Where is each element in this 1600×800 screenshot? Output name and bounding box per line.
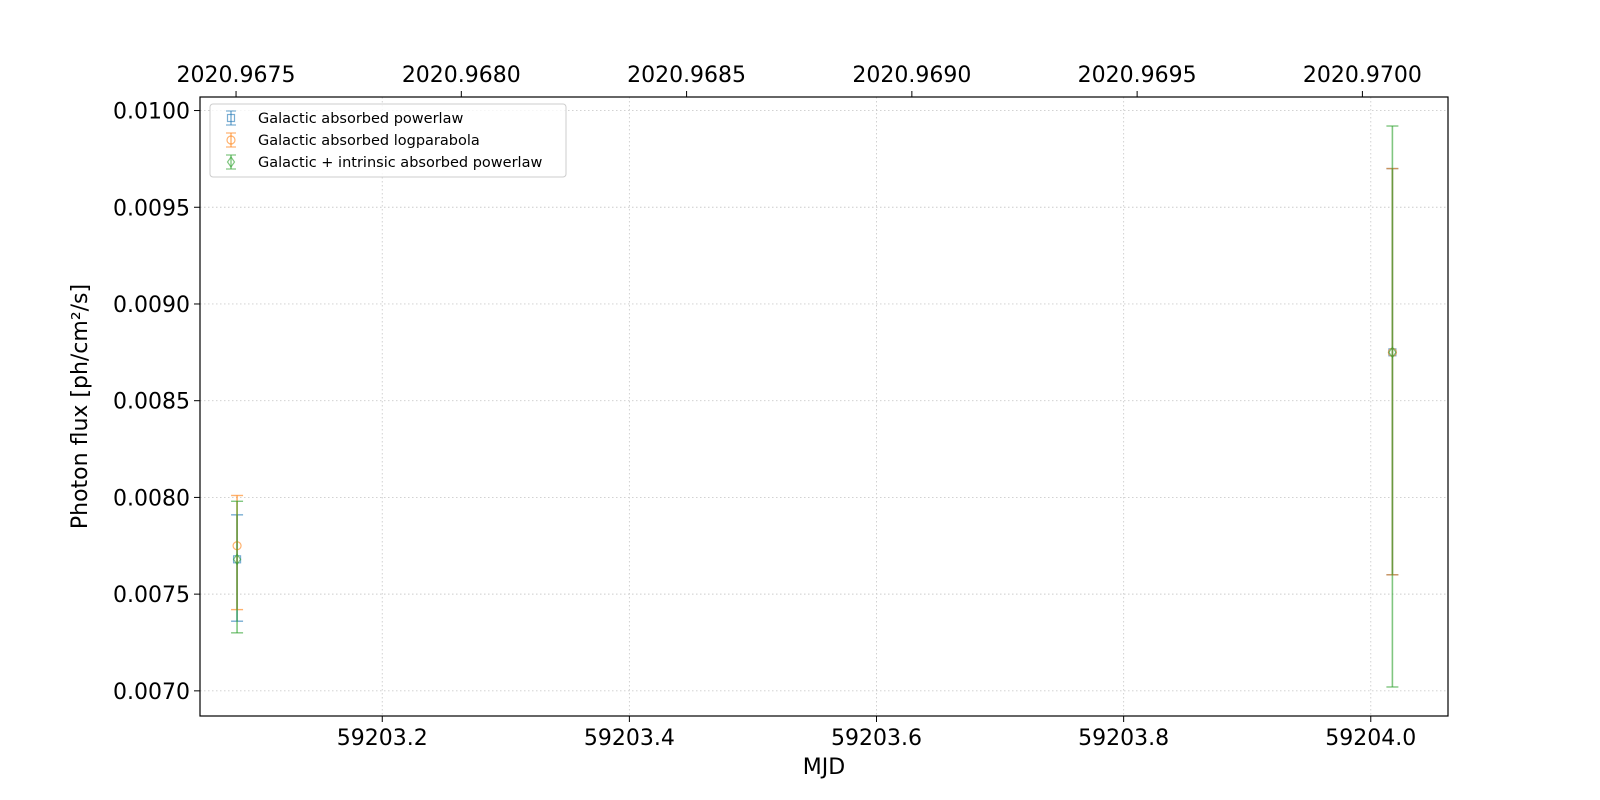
y-axis-label: Photon flux [ph/cm²/s] <box>68 284 93 529</box>
series <box>231 167 1399 611</box>
x-tick-label: 59204.0 <box>1325 726 1416 751</box>
top-x-tick-label: 2020.9690 <box>852 63 971 88</box>
top-x-tick-label: 2020.9675 <box>177 63 296 88</box>
legend-label: Galactic + intrinsic absorbed powerlaw <box>258 155 542 171</box>
legend-marker <box>226 155 236 169</box>
plot-series <box>231 125 1399 688</box>
legend-label: Galactic absorbed powerlaw <box>258 111 463 127</box>
y-tick-label: 0.0090 <box>113 293 190 318</box>
x-tick-label: 59203.6 <box>831 726 922 751</box>
x-tick-label: 59203.2 <box>337 726 428 751</box>
y-tick-label: 0.0070 <box>113 680 190 705</box>
y-tick-label: 0.0075 <box>113 583 190 608</box>
axes: 59203.2 59203.4 59203.6 59203.8 59204.0 2020.… <box>113 63 1422 751</box>
legend: Galactic absorbed powerlaw Galactic absor… <box>209 103 567 178</box>
y-tick-label: 0.0085 <box>113 390 190 415</box>
legend-marker <box>226 135 236 145</box>
x-tick-label: 59203.4 <box>584 726 675 751</box>
top-x-tick-label: 2020.9685 <box>627 63 746 88</box>
top-x-tick-label: 2020.9695 <box>1078 63 1197 88</box>
y-tick-label: 0.0095 <box>113 196 190 221</box>
data-point <box>1388 346 1397 359</box>
legend-marker <box>226 113 236 123</box>
top-x-tick-label: 2020.9700 <box>1303 63 1422 88</box>
x-axis-label: MJD <box>803 755 845 780</box>
series <box>231 167 1399 622</box>
grid <box>200 97 1448 716</box>
legend-label: Galactic absorbed logparabola <box>258 133 480 149</box>
y-tick-label: 0.0080 <box>113 486 190 511</box>
data-point <box>232 553 242 566</box>
series <box>231 125 1399 688</box>
legend-box <box>209 103 567 178</box>
top-x-tick-label: 2020.9680 <box>402 63 521 88</box>
y-tick-label: 0.0100 <box>113 100 190 125</box>
plot-frame <box>199 96 1449 717</box>
x-tick-label: 59203.8 <box>1078 726 1169 751</box>
